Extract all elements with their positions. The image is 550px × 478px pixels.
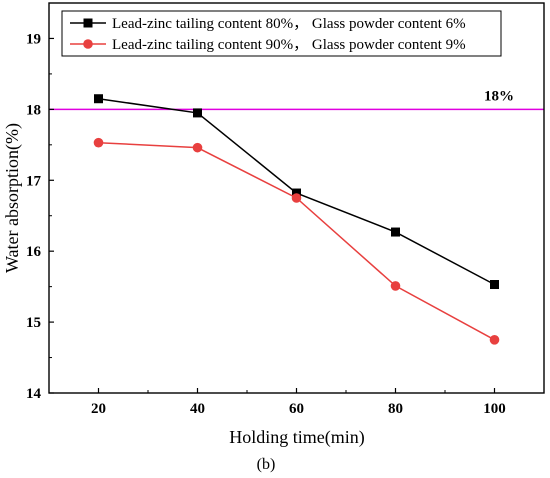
series-1-point-20 bbox=[94, 94, 103, 103]
x-tick-label-20: 20 bbox=[91, 401, 106, 417]
series-2-line bbox=[99, 143, 495, 340]
legend-series-2-marker bbox=[83, 39, 93, 49]
y-tick-label-19: 19 bbox=[26, 31, 41, 47]
legend-series-1-label: Lead-zinc tailing content 80%， Glass pow… bbox=[112, 16, 466, 32]
y-tick-label-17: 17 bbox=[26, 173, 42, 189]
x-axis-label: Holding time(min) bbox=[229, 427, 364, 448]
series-2-point-80 bbox=[391, 281, 401, 291]
series-2-point-40 bbox=[193, 143, 203, 153]
series-1-point-80 bbox=[391, 228, 400, 237]
series-2-point-100 bbox=[490, 335, 500, 345]
y-tick-label-14: 14 bbox=[26, 386, 42, 402]
y-axis-label: Water absorption(%) bbox=[2, 123, 23, 273]
reference-line-label: 18% bbox=[484, 88, 514, 104]
x-tick-label-60: 60 bbox=[289, 401, 304, 417]
series-2-point-20 bbox=[94, 138, 104, 148]
x-tick-label-100: 100 bbox=[483, 401, 506, 417]
series-2-point-60 bbox=[292, 193, 302, 203]
legend-series-1-marker bbox=[84, 19, 93, 28]
y-tick-label-16: 16 bbox=[26, 244, 42, 260]
y-tick-label-18: 18 bbox=[26, 102, 41, 118]
y-axis-ticks: 14 15 16 17 18 19 bbox=[26, 31, 54, 402]
x-tick-label-80: 80 bbox=[388, 401, 403, 417]
legend: Lead-zinc tailing content 80%， Glass pow… bbox=[62, 11, 501, 56]
y-tick-label-15: 15 bbox=[26, 315, 41, 331]
legend-series-2-label: Lead-zinc tailing content 90%， Glass pow… bbox=[112, 37, 466, 53]
panel-label-text: (b) bbox=[257, 456, 276, 473]
panel-label: (b) bbox=[257, 456, 276, 473]
series-layer bbox=[94, 94, 500, 344]
x-tick-label-40: 40 bbox=[190, 401, 205, 417]
series-1-point-40 bbox=[193, 108, 202, 117]
series-1-point-100 bbox=[490, 280, 499, 289]
